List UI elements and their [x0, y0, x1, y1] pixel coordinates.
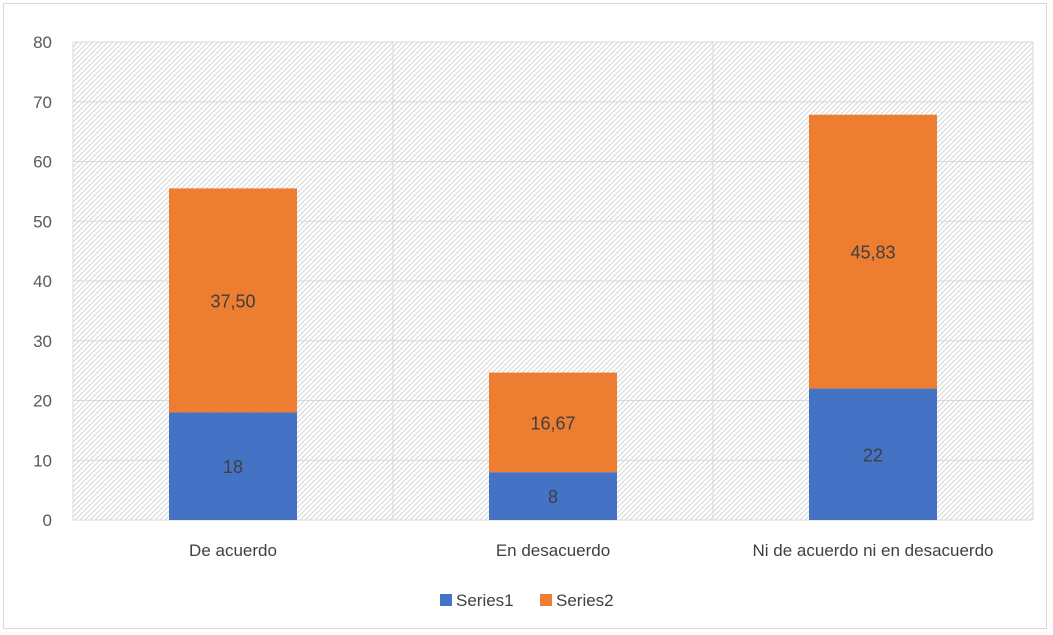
data-label: 16,67 — [530, 413, 575, 433]
data-label: 22 — [863, 445, 883, 465]
y-tick-label: 0 — [43, 511, 52, 530]
y-tick-label: 10 — [33, 451, 52, 470]
x-category-label: De acuerdo — [189, 541, 277, 560]
y-tick-label: 70 — [33, 93, 52, 112]
bar-series2-0 — [169, 188, 297, 413]
legend-swatch-series1 — [440, 594, 452, 606]
bar-series1-0 — [169, 412, 297, 520]
data-label: 45,83 — [850, 243, 895, 263]
x-category-label: En desacuerdo — [496, 541, 610, 560]
bar-series1-2 — [809, 388, 937, 520]
legend-swatch-series2 — [540, 594, 552, 606]
data-label: 18 — [223, 457, 243, 477]
legend: Series1 Series2 — [440, 591, 614, 610]
x-axis: De acuerdo En desacuerdo Ni de acuerdo ni … — [189, 541, 993, 560]
data-label: 8 — [548, 487, 558, 507]
y-tick-label: 80 — [33, 33, 52, 52]
y-tick-label: 50 — [33, 212, 52, 231]
bar-series1-1 — [489, 472, 617, 520]
y-tick-label: 30 — [33, 332, 52, 351]
y-axis: 0 10 20 30 40 50 60 70 80 — [33, 33, 52, 530]
bars: 18 37,50 8 16,67 22 45,83 — [169, 114, 937, 520]
bar-series2-1 — [489, 372, 617, 473]
y-tick-label: 60 — [33, 153, 52, 172]
y-tick-label: 20 — [33, 392, 52, 411]
legend-label-series2: Series2 — [556, 591, 614, 610]
data-label: 37,50 — [210, 291, 255, 311]
y-tick-label: 40 — [33, 272, 52, 291]
x-category-label: Ni de acuerdo ni en desacuerdo — [753, 541, 994, 560]
bar-series2-2 — [809, 114, 937, 389]
legend-label-series1: Series1 — [456, 591, 514, 610]
